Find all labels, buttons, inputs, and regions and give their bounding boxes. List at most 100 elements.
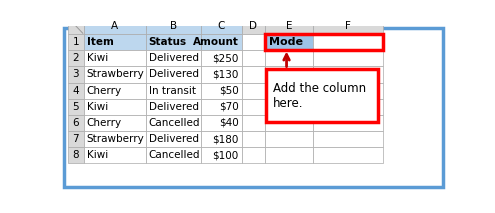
FancyBboxPatch shape — [265, 147, 313, 163]
FancyBboxPatch shape — [84, 66, 146, 83]
FancyBboxPatch shape — [84, 34, 146, 50]
FancyBboxPatch shape — [146, 131, 201, 147]
Text: $100: $100 — [212, 150, 239, 160]
FancyBboxPatch shape — [201, 131, 242, 147]
FancyBboxPatch shape — [313, 99, 383, 115]
FancyBboxPatch shape — [68, 147, 84, 163]
FancyBboxPatch shape — [68, 66, 84, 83]
FancyBboxPatch shape — [265, 99, 313, 115]
Text: Cherry: Cherry — [87, 118, 122, 128]
FancyBboxPatch shape — [242, 131, 265, 147]
Text: Delivered: Delivered — [148, 134, 198, 144]
FancyBboxPatch shape — [68, 83, 84, 99]
FancyBboxPatch shape — [201, 115, 242, 131]
FancyBboxPatch shape — [64, 28, 443, 187]
FancyBboxPatch shape — [265, 115, 313, 131]
FancyBboxPatch shape — [68, 99, 84, 115]
FancyBboxPatch shape — [84, 99, 146, 115]
FancyBboxPatch shape — [201, 66, 242, 83]
Text: 4: 4 — [72, 86, 79, 96]
FancyBboxPatch shape — [146, 83, 201, 99]
FancyBboxPatch shape — [265, 34, 313, 50]
Text: 8: 8 — [72, 150, 79, 160]
Text: F: F — [345, 21, 351, 31]
Text: C: C — [218, 21, 225, 31]
Text: $70: $70 — [219, 102, 239, 112]
Text: 6: 6 — [72, 118, 79, 128]
Text: Mode: Mode — [269, 37, 303, 47]
FancyBboxPatch shape — [266, 69, 378, 122]
Text: Cancelled: Cancelled — [148, 118, 200, 128]
FancyBboxPatch shape — [146, 18, 201, 34]
Text: Cancelled: Cancelled — [148, 150, 200, 160]
Text: B: B — [170, 21, 177, 31]
Text: 7: 7 — [72, 134, 79, 144]
Text: Delivered: Delivered — [148, 102, 198, 112]
Text: E: E — [286, 21, 292, 31]
FancyBboxPatch shape — [242, 50, 265, 66]
Text: Kiwi: Kiwi — [87, 102, 108, 112]
FancyBboxPatch shape — [84, 131, 146, 147]
Text: $50: $50 — [219, 86, 239, 96]
FancyBboxPatch shape — [84, 50, 146, 66]
FancyBboxPatch shape — [84, 147, 146, 163]
Text: $130: $130 — [212, 69, 239, 79]
FancyBboxPatch shape — [313, 66, 383, 83]
FancyBboxPatch shape — [313, 115, 383, 131]
FancyBboxPatch shape — [265, 131, 313, 147]
FancyBboxPatch shape — [313, 50, 383, 66]
Text: Amount: Amount — [193, 37, 239, 47]
Text: Strawberry: Strawberry — [87, 134, 145, 144]
FancyBboxPatch shape — [242, 147, 265, 163]
FancyBboxPatch shape — [201, 18, 242, 34]
Text: 1: 1 — [72, 37, 79, 47]
FancyBboxPatch shape — [68, 34, 84, 50]
FancyBboxPatch shape — [146, 34, 201, 50]
Text: Kiwi: Kiwi — [87, 150, 108, 160]
FancyBboxPatch shape — [146, 147, 201, 163]
FancyBboxPatch shape — [201, 147, 242, 163]
FancyBboxPatch shape — [313, 34, 383, 50]
Text: Delivered: Delivered — [148, 53, 198, 63]
FancyBboxPatch shape — [84, 83, 146, 99]
Text: $40: $40 — [219, 118, 239, 128]
Text: Delivered: Delivered — [148, 69, 198, 79]
FancyBboxPatch shape — [146, 50, 201, 66]
Text: $250: $250 — [212, 53, 239, 63]
Text: 2: 2 — [72, 53, 79, 63]
FancyBboxPatch shape — [146, 66, 201, 83]
FancyBboxPatch shape — [313, 147, 383, 163]
Text: Status: Status — [148, 37, 187, 47]
FancyBboxPatch shape — [313, 83, 383, 99]
FancyBboxPatch shape — [313, 18, 383, 34]
FancyBboxPatch shape — [242, 34, 265, 50]
FancyBboxPatch shape — [68, 50, 84, 66]
FancyBboxPatch shape — [265, 18, 313, 34]
Text: 5: 5 — [72, 102, 79, 112]
FancyBboxPatch shape — [242, 83, 265, 99]
FancyBboxPatch shape — [201, 50, 242, 66]
Text: Kiwi: Kiwi — [87, 53, 108, 63]
Text: A: A — [111, 21, 118, 31]
FancyBboxPatch shape — [84, 18, 146, 34]
Text: Item: Item — [87, 37, 113, 47]
FancyBboxPatch shape — [68, 18, 84, 34]
FancyBboxPatch shape — [146, 99, 201, 115]
FancyBboxPatch shape — [84, 115, 146, 131]
FancyBboxPatch shape — [265, 66, 313, 83]
FancyBboxPatch shape — [242, 66, 265, 83]
FancyBboxPatch shape — [313, 131, 383, 147]
FancyBboxPatch shape — [68, 131, 84, 147]
FancyBboxPatch shape — [242, 99, 265, 115]
FancyBboxPatch shape — [242, 115, 265, 131]
Text: Strawberry: Strawberry — [87, 69, 145, 79]
Text: 3: 3 — [72, 69, 79, 79]
FancyBboxPatch shape — [265, 50, 313, 66]
Text: In transit: In transit — [148, 86, 196, 96]
FancyBboxPatch shape — [146, 115, 201, 131]
FancyBboxPatch shape — [68, 115, 84, 131]
Text: D: D — [249, 21, 257, 31]
FancyBboxPatch shape — [201, 99, 242, 115]
FancyBboxPatch shape — [201, 34, 242, 50]
FancyBboxPatch shape — [242, 18, 265, 34]
